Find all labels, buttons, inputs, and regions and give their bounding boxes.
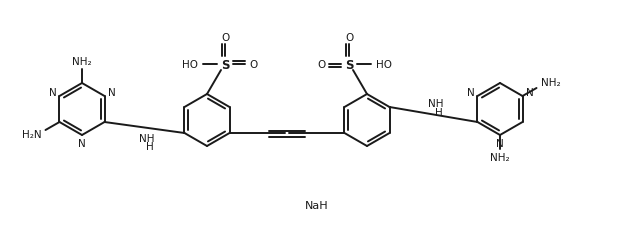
Text: N: N [78, 138, 86, 148]
Text: N: N [526, 88, 533, 98]
Text: NaH: NaH [305, 200, 329, 210]
Text: NH₂: NH₂ [72, 57, 92, 67]
Text: O: O [317, 60, 325, 70]
Text: H₂N: H₂N [22, 129, 41, 139]
Text: N: N [496, 138, 504, 148]
Text: H: H [434, 107, 443, 117]
Text: NH₂: NH₂ [490, 152, 510, 162]
Text: NH: NH [428, 98, 443, 108]
Text: N: N [467, 88, 474, 98]
Text: N: N [49, 88, 57, 98]
Text: HO: HO [182, 60, 198, 70]
Text: S: S [345, 58, 353, 71]
Text: NH₂: NH₂ [541, 78, 560, 88]
Text: N: N [107, 88, 116, 98]
Text: NH: NH [139, 133, 154, 143]
Text: S: S [221, 58, 229, 71]
Text: O: O [249, 60, 257, 70]
Text: O: O [345, 33, 353, 43]
Text: HO: HO [376, 60, 392, 70]
Text: O: O [221, 33, 229, 43]
Text: H: H [145, 142, 154, 152]
